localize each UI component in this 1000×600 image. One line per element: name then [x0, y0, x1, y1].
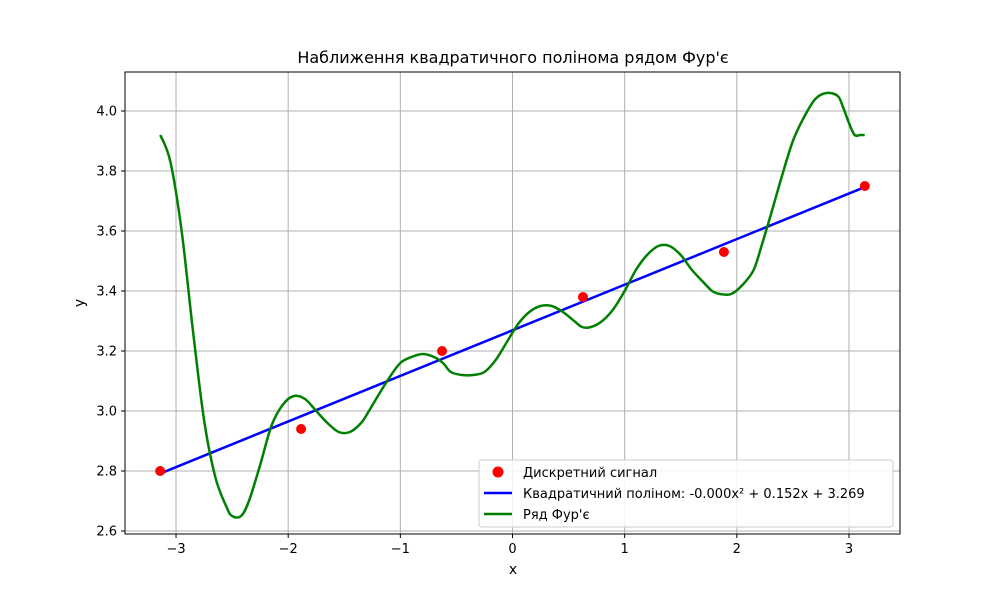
signal-point: [155, 466, 166, 476]
y-tick-label: 4.0: [96, 105, 117, 120]
x-tick-label: −3: [166, 542, 185, 557]
y-tick-label: 2.8: [96, 465, 117, 480]
y-tick-label: 3.8: [96, 165, 117, 180]
grid: [125, 72, 900, 534]
fourier-series-line: [159, 91, 865, 519]
x-tick-label: 2: [733, 542, 741, 557]
legend-scatter-marker: [492, 466, 504, 478]
ticks-layer: −3 −2 −1 0 1 2 3 2.6 2.8 3.0 3.2 3.4 3.6 3.8 4.0: [96, 105, 853, 558]
y-tick-label: 2.6: [96, 525, 117, 540]
signal-point: [577, 292, 588, 302]
legend-label-scatter: Дискретний сигнал: [523, 466, 657, 481]
y-tick-label: 3.6: [96, 225, 117, 240]
x-axis-label: x: [509, 562, 517, 578]
chart-title: Наближення квадратичного полінома рядом …: [297, 48, 728, 67]
y-tick-label: 3.4: [96, 285, 117, 300]
y-tick-label: 3.0: [96, 405, 117, 420]
legend-label-fourier: Ряд Фур'є: [523, 508, 590, 523]
signal-point: [718, 247, 729, 257]
x-tick-label: 0: [508, 542, 516, 557]
y-axis-label: y: [72, 299, 88, 307]
legend: Дискретний сигнал Квадратичний поліном: …: [478, 459, 894, 528]
signal-point: [296, 424, 307, 434]
legend-box: [478, 459, 894, 528]
legend-label-polynomial: Квадратичний поліном: -0.000x² + 0.152x …: [523, 487, 865, 502]
signal-point: [437, 346, 448, 356]
series-layer: [155, 91, 870, 519]
x-tick-label: −1: [391, 542, 410, 557]
x-tick-label: −2: [279, 542, 298, 557]
x-tick-label: 3: [845, 542, 853, 557]
signal-point: [859, 181, 870, 191]
x-tick-label: 1: [621, 542, 629, 557]
y-tick-label: 3.2: [96, 345, 117, 360]
